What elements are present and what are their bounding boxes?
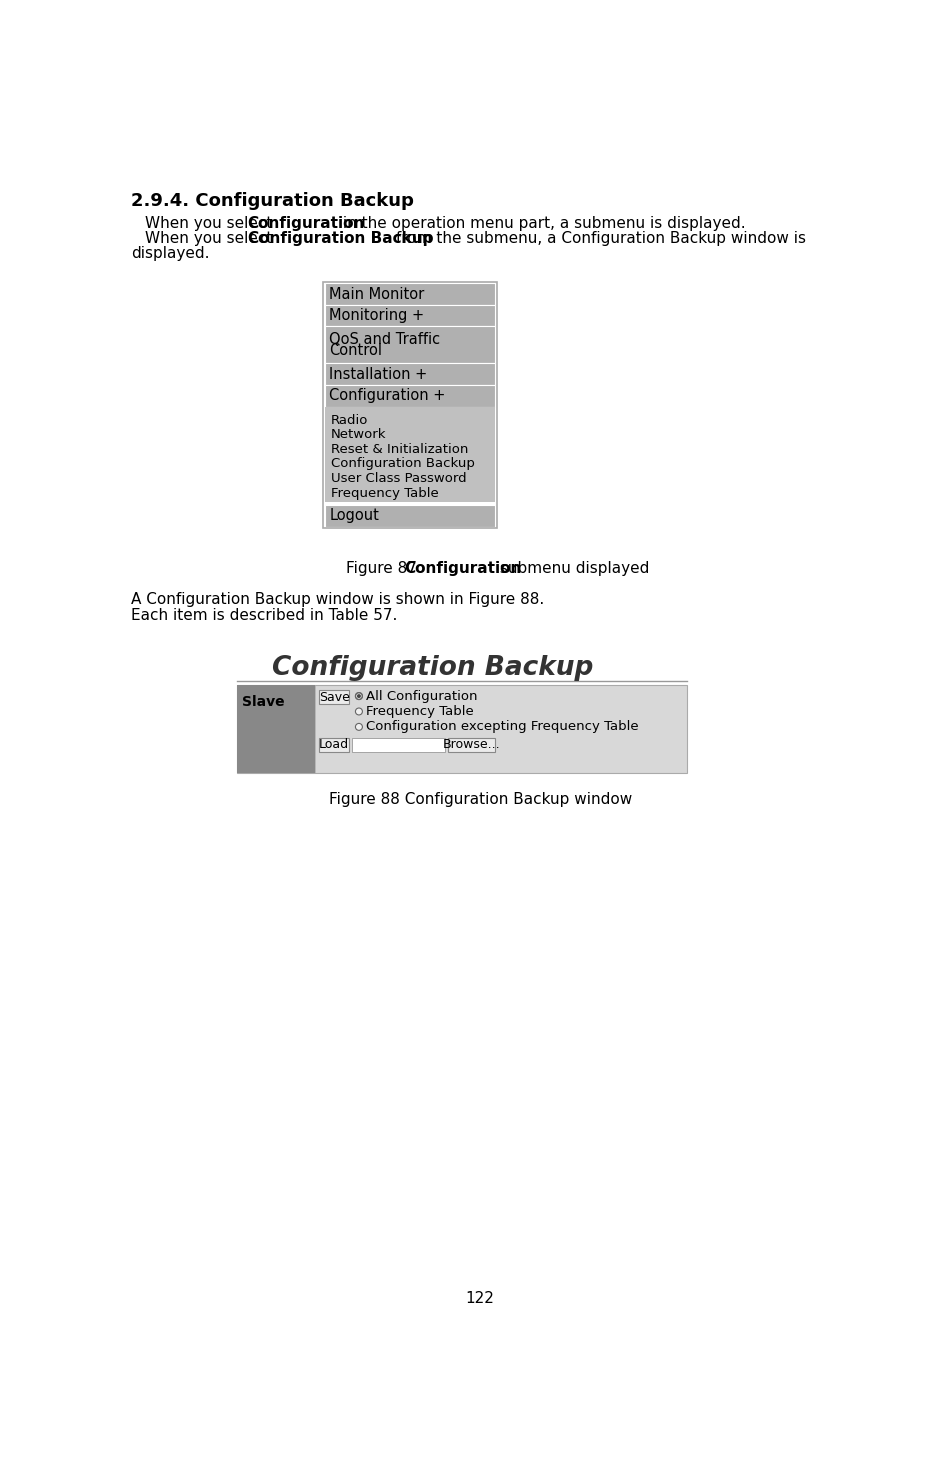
Text: 122: 122: [465, 1290, 494, 1305]
Text: Network: Network: [330, 429, 387, 442]
Text: Slave: Slave: [241, 695, 285, 710]
Bar: [325, 407, 495, 502]
Text: Figure 88 Configuration Backup window: Figure 88 Configuration Backup window: [329, 793, 631, 808]
Text: Monitoring +: Monitoring +: [329, 309, 424, 323]
Text: Control: Control: [329, 342, 382, 358]
Text: Browse...: Browse...: [442, 739, 500, 752]
Text: Load: Load: [319, 739, 349, 752]
Bar: [323, 282, 496, 528]
Text: When you select: When you select: [145, 231, 277, 246]
Bar: [237, 685, 314, 772]
Circle shape: [355, 708, 362, 715]
Bar: [325, 304, 495, 326]
Text: Configuration: Configuration: [247, 215, 364, 231]
Bar: [325, 284, 495, 304]
FancyBboxPatch shape: [447, 737, 494, 752]
Text: QoS and Traffic: QoS and Traffic: [329, 332, 440, 347]
Text: 2.9.4. Configuration Backup: 2.9.4. Configuration Backup: [131, 193, 414, 211]
Bar: [325, 363, 495, 385]
Text: Save: Save: [318, 691, 349, 704]
Bar: [325, 326, 495, 363]
Text: Each item is described in Table 57.: Each item is described in Table 57.: [131, 607, 397, 623]
Text: Logout: Logout: [329, 509, 379, 524]
FancyBboxPatch shape: [318, 691, 349, 704]
Text: Configuration: Configuration: [403, 560, 521, 575]
Text: A Configuration Backup window is shown in Figure 88.: A Configuration Backup window is shown i…: [131, 593, 544, 607]
Text: submenu displayed: submenu displayed: [495, 560, 649, 575]
FancyBboxPatch shape: [318, 737, 349, 752]
Bar: [352, 739, 445, 752]
Text: Reset & Initialization: Reset & Initialization: [330, 443, 468, 456]
Text: Configuration +: Configuration +: [329, 388, 446, 404]
Text: Configuration Backup: Configuration Backup: [247, 231, 432, 246]
Text: from the submenu, a Configuration Backup window is: from the submenu, a Configuration Backup…: [391, 231, 805, 246]
Bar: [325, 505, 495, 527]
Text: User Class Password: User Class Password: [330, 473, 466, 486]
Text: in the operation menu part, a submenu is displayed.: in the operation menu part, a submenu is…: [338, 215, 745, 231]
Text: Installation +: Installation +: [329, 367, 427, 382]
Text: Configuration Backup: Configuration Backup: [271, 655, 592, 682]
Bar: [237, 685, 686, 772]
Text: Configuration Backup: Configuration Backup: [330, 458, 475, 471]
Text: Configuration excepting Frequency Table: Configuration excepting Frequency Table: [366, 720, 637, 733]
Text: Figure 87: Figure 87: [345, 560, 421, 575]
Circle shape: [355, 723, 362, 730]
Text: All Configuration: All Configuration: [366, 689, 476, 702]
Text: Radio: Radio: [330, 414, 368, 427]
Text: Frequency Table: Frequency Table: [330, 487, 438, 500]
Text: When you select: When you select: [145, 215, 277, 231]
Text: displayed.: displayed.: [131, 246, 210, 262]
Text: Frequency Table: Frequency Table: [366, 705, 473, 718]
Text: Main Monitor: Main Monitor: [329, 287, 424, 301]
Circle shape: [357, 693, 360, 698]
Bar: [325, 385, 495, 407]
